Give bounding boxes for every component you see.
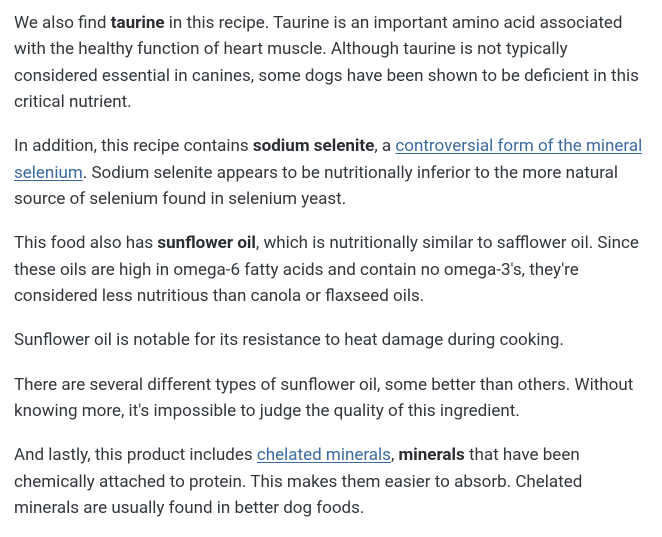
bold-taurine: taurine [111, 13, 165, 33]
bold-sodium-selenite: sodium selenite [253, 136, 374, 156]
paragraph-sunflower-types: There are several different types of sun… [14, 372, 648, 425]
text: Sunflower oil is notable for its resista… [14, 330, 564, 350]
paragraph-chelated-minerals: And lastly, this product includes chelat… [14, 442, 648, 521]
bold-sunflower-oil: sunflower oil [157, 233, 256, 253]
text: And lastly, this product includes [14, 445, 257, 465]
text: We also find [14, 13, 111, 33]
paragraph-sunflower-heat: Sunflower oil is notable for its resista… [14, 327, 648, 353]
text: . Sodium selenite appears to be nutritio… [14, 163, 618, 209]
text: , [391, 445, 399, 465]
text: There are several different types of sun… [14, 375, 633, 421]
text: This food also has [14, 233, 157, 253]
text: , a [374, 136, 395, 156]
paragraph-sunflower-oil: This food also has sunflower oil, which … [14, 230, 648, 309]
article-body: We also find taurine in this recipe. Tau… [14, 10, 648, 522]
bold-minerals: minerals [399, 445, 465, 465]
paragraph-sodium-selenite: In addition, this recipe contains sodium… [14, 133, 648, 212]
text: In addition, this recipe contains [14, 136, 253, 156]
paragraph-taurine: We also find taurine in this recipe. Tau… [14, 10, 648, 115]
link-chelated-minerals[interactable]: chelated minerals [257, 445, 391, 465]
